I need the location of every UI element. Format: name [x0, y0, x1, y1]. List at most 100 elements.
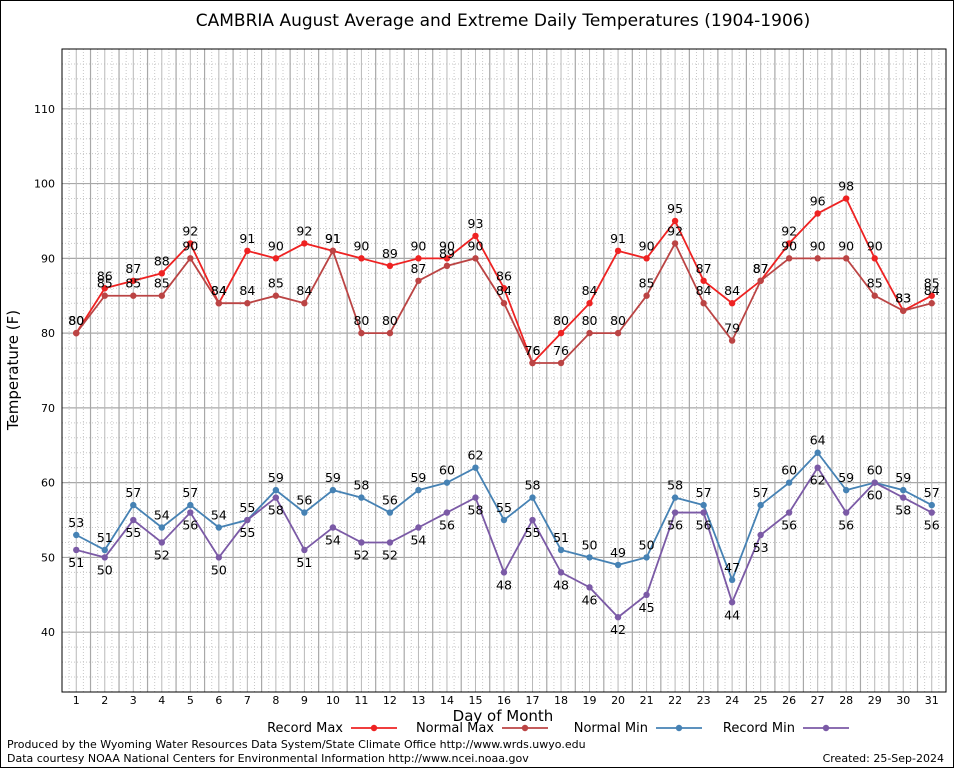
chart-title: CAMBRIA August Average and Extreme Daily… — [196, 11, 810, 31]
record-max-point — [586, 300, 593, 307]
x-tick-label: 22 — [668, 694, 682, 707]
record-min-point — [472, 494, 479, 501]
record-max-data-label: 84 — [582, 283, 598, 298]
record-max-data-label: 90 — [353, 238, 369, 253]
record-min-data-label: 55 — [125, 525, 141, 540]
record-min-data-label: 52 — [353, 547, 369, 562]
normal-min-point — [529, 494, 536, 501]
x-tick-label: 6 — [215, 694, 222, 707]
y-tick-label: 100 — [34, 178, 55, 191]
normal-max-data-label: 76 — [553, 343, 569, 358]
record-min-point — [272, 494, 280, 501]
normal-max-data-label: 80 — [610, 313, 626, 328]
record-min-data-label: 54 — [325, 533, 341, 548]
normal-max-point — [871, 292, 878, 299]
record-max-data-label: 91 — [325, 231, 341, 246]
normal-min-data-label: 55 — [496, 500, 512, 515]
record-min-data-label: 54 — [410, 533, 426, 548]
normal-min-point — [187, 501, 194, 509]
record-min-point — [785, 509, 793, 516]
normal-min-point — [443, 479, 451, 486]
record-min-point — [500, 569, 508, 576]
grid — [62, 48, 946, 693]
record-min-point — [244, 516, 251, 524]
record-max-point — [101, 285, 108, 292]
record-min-data-label: 60 — [867, 488, 883, 503]
series — [73, 195, 935, 621]
normal-min-point — [900, 486, 907, 494]
normal-max-point — [158, 292, 166, 299]
record-min-data-label: 48 — [496, 577, 512, 592]
record-max-data-label: 95 — [667, 201, 683, 216]
normal-max-point — [757, 277, 764, 284]
record-min-data-label: 56 — [439, 518, 455, 533]
record-min-data-label: 51 — [68, 555, 84, 570]
normal-min-data-label: 59 — [895, 470, 911, 485]
x-tick-label: 12 — [383, 694, 397, 707]
x-tick-label: 28 — [839, 694, 853, 707]
record-max-data-label: 96 — [810, 193, 826, 208]
record-min-data-label: 56 — [667, 518, 683, 533]
x-tick-label: 4 — [158, 694, 165, 707]
normal-min-point — [614, 561, 622, 569]
legend: Record Max Normal Max Normal Min Record Min — [267, 721, 849, 736]
record-max-data-label: 93 — [468, 216, 484, 231]
record-min-data-label: 55 — [525, 525, 541, 540]
x-tick-label: 5 — [187, 694, 194, 707]
y-tick-label: 110 — [34, 103, 55, 116]
record-max-data-label: 83 — [895, 291, 911, 306]
normal-min-data-label: 59 — [410, 470, 426, 485]
normal-min-point — [700, 501, 707, 509]
legend-marker-record-max — [370, 724, 378, 732]
record-max-data-label: 76 — [525, 343, 541, 358]
record-max-point — [871, 255, 878, 262]
x-tick-label: 31 — [925, 694, 939, 707]
normal-min-data-label: 57 — [753, 485, 769, 500]
record-min-point — [728, 599, 736, 606]
normal-max-point — [472, 255, 479, 262]
record-min-data-label: 56 — [696, 518, 712, 533]
x-tick-label: 15 — [468, 694, 482, 707]
record-max-point — [928, 292, 935, 299]
legend-label-normal-min: Normal Min — [574, 721, 648, 736]
x-tick-label: 14 — [440, 694, 454, 707]
record-max-data-label: 90 — [410, 238, 426, 253]
normal-min-data-label: 51 — [553, 530, 569, 545]
normal-max-data-label: 85 — [97, 276, 113, 291]
normal-max-point — [187, 255, 194, 262]
normal-min-data-label: 57 — [696, 485, 712, 500]
record-min-point — [671, 509, 679, 516]
record-min-point — [900, 494, 907, 501]
normal-max-data-label: 85 — [268, 276, 284, 291]
normal-min-point — [557, 546, 565, 554]
normal-min-point — [643, 554, 650, 561]
record-min-data-label: 42 — [610, 622, 626, 637]
record-min-data-label: 50 — [97, 562, 113, 577]
legend-marker-normal-max — [521, 724, 529, 732]
normal-max-point — [244, 300, 251, 307]
record-max-data-label: 84 — [724, 283, 740, 298]
normal-min-data-label: 56 — [382, 493, 398, 508]
record-max-data-label: 90 — [439, 238, 455, 253]
normal-min-point — [130, 501, 137, 509]
x-tick-label: 11 — [354, 694, 368, 707]
normal-max-data-label: 84 — [496, 283, 512, 298]
normal-min-point — [101, 546, 108, 554]
legend-label-normal-max: Normal Max — [416, 721, 494, 736]
footer-data-courtesy: Data courtesy NOAA National Centers for … — [7, 752, 529, 765]
x-tick-label: 3 — [130, 694, 137, 707]
y-tick-label: 70 — [41, 402, 55, 415]
normal-max-data-label: 91 — [325, 231, 341, 246]
x-tick-label: 23 — [697, 694, 711, 707]
normal-min-data-label: 57 — [125, 485, 141, 500]
normal-max-point — [785, 255, 793, 262]
record-min-point — [329, 524, 337, 531]
normal-max-point — [73, 329, 80, 337]
record-min-point — [215, 554, 223, 561]
normal-min-point — [415, 486, 422, 494]
normal-max-data-label: 84 — [696, 283, 712, 298]
record-min-point — [814, 464, 821, 471]
normal-max-data-label: 85 — [867, 276, 883, 291]
normal-max-point — [586, 329, 593, 337]
